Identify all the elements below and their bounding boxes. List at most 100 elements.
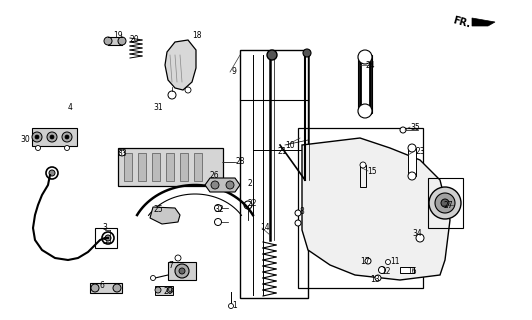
Circle shape bbox=[214, 219, 221, 226]
Text: 15: 15 bbox=[367, 166, 377, 175]
Bar bbox=[152, 153, 160, 181]
Polygon shape bbox=[302, 138, 450, 280]
Circle shape bbox=[358, 104, 372, 118]
Bar bbox=[32, 128, 77, 146]
Bar bbox=[194, 153, 202, 181]
Polygon shape bbox=[205, 178, 240, 192]
Text: 26: 26 bbox=[210, 171, 220, 180]
Circle shape bbox=[62, 132, 72, 142]
Circle shape bbox=[155, 287, 161, 293]
Text: 9: 9 bbox=[232, 68, 237, 76]
Bar bbox=[90, 283, 122, 293]
Bar bbox=[360, 165, 366, 187]
Text: 20: 20 bbox=[130, 36, 139, 44]
Text: 24: 24 bbox=[365, 60, 375, 69]
Circle shape bbox=[408, 144, 416, 152]
Text: 11: 11 bbox=[390, 258, 400, 267]
Text: 28: 28 bbox=[236, 157, 245, 166]
Bar bbox=[138, 153, 146, 181]
Circle shape bbox=[441, 199, 449, 207]
Bar bbox=[180, 153, 188, 181]
Text: 18: 18 bbox=[192, 30, 202, 39]
Bar bbox=[108, 37, 122, 45]
Circle shape bbox=[151, 276, 155, 281]
Circle shape bbox=[185, 87, 191, 93]
Circle shape bbox=[211, 181, 219, 189]
Circle shape bbox=[375, 275, 381, 281]
Circle shape bbox=[167, 287, 173, 293]
Text: 25: 25 bbox=[153, 205, 163, 214]
Polygon shape bbox=[150, 207, 180, 224]
Text: 35: 35 bbox=[410, 123, 420, 132]
Bar bbox=[95, 228, 117, 248]
Text: 33: 33 bbox=[117, 148, 127, 157]
Text: 12: 12 bbox=[381, 267, 390, 276]
Circle shape bbox=[49, 170, 55, 176]
Circle shape bbox=[113, 284, 121, 292]
Circle shape bbox=[244, 201, 252, 209]
Text: 27: 27 bbox=[443, 201, 453, 210]
Circle shape bbox=[46, 167, 58, 179]
Circle shape bbox=[416, 234, 424, 242]
Text: 32: 32 bbox=[214, 205, 223, 214]
Circle shape bbox=[267, 50, 277, 60]
Text: 14: 14 bbox=[260, 223, 270, 233]
Circle shape bbox=[179, 268, 185, 274]
Text: 31: 31 bbox=[153, 103, 163, 113]
Circle shape bbox=[175, 255, 181, 261]
Text: FR.: FR. bbox=[452, 15, 472, 29]
Bar bbox=[124, 153, 132, 181]
Circle shape bbox=[358, 50, 372, 64]
Text: 21: 21 bbox=[278, 148, 287, 156]
Text: 3: 3 bbox=[102, 223, 107, 233]
Circle shape bbox=[119, 150, 125, 156]
Bar bbox=[240, 50, 308, 298]
Text: 19: 19 bbox=[113, 30, 122, 39]
Text: 34: 34 bbox=[412, 229, 422, 238]
Circle shape bbox=[365, 258, 371, 264]
Circle shape bbox=[226, 181, 234, 189]
Bar bbox=[118, 148, 223, 186]
Circle shape bbox=[408, 172, 416, 180]
Circle shape bbox=[32, 132, 42, 142]
Circle shape bbox=[360, 162, 366, 168]
Circle shape bbox=[105, 235, 111, 241]
Circle shape bbox=[91, 284, 99, 292]
Text: 7: 7 bbox=[168, 260, 173, 269]
Circle shape bbox=[400, 127, 406, 133]
Circle shape bbox=[64, 146, 70, 150]
Text: 30: 30 bbox=[20, 135, 30, 145]
Circle shape bbox=[229, 303, 234, 308]
Text: 6: 6 bbox=[100, 282, 105, 291]
Circle shape bbox=[104, 37, 112, 45]
Circle shape bbox=[168, 91, 176, 99]
Text: 8: 8 bbox=[299, 206, 304, 215]
Circle shape bbox=[429, 187, 461, 219]
Bar bbox=[155, 286, 173, 295]
Bar bbox=[166, 153, 174, 181]
Bar bbox=[358, 55, 372, 113]
Circle shape bbox=[386, 260, 390, 265]
Bar bbox=[428, 178, 463, 228]
Text: 23: 23 bbox=[415, 148, 425, 156]
Circle shape bbox=[102, 232, 114, 244]
Circle shape bbox=[47, 132, 57, 142]
Circle shape bbox=[65, 135, 69, 139]
Circle shape bbox=[175, 264, 189, 278]
Text: 17: 17 bbox=[360, 257, 370, 266]
Text: 1: 1 bbox=[232, 300, 237, 309]
Text: 29: 29 bbox=[163, 286, 172, 295]
Text: 5: 5 bbox=[102, 237, 107, 246]
Text: 13: 13 bbox=[370, 275, 380, 284]
Text: 16: 16 bbox=[407, 267, 417, 276]
Polygon shape bbox=[472, 18, 495, 26]
Circle shape bbox=[378, 267, 386, 274]
Text: 4: 4 bbox=[68, 103, 73, 113]
Circle shape bbox=[214, 204, 221, 212]
Circle shape bbox=[50, 135, 54, 139]
Circle shape bbox=[118, 37, 126, 45]
Text: 10: 10 bbox=[285, 140, 295, 149]
Circle shape bbox=[303, 49, 311, 57]
Polygon shape bbox=[165, 40, 196, 90]
Circle shape bbox=[295, 210, 301, 216]
